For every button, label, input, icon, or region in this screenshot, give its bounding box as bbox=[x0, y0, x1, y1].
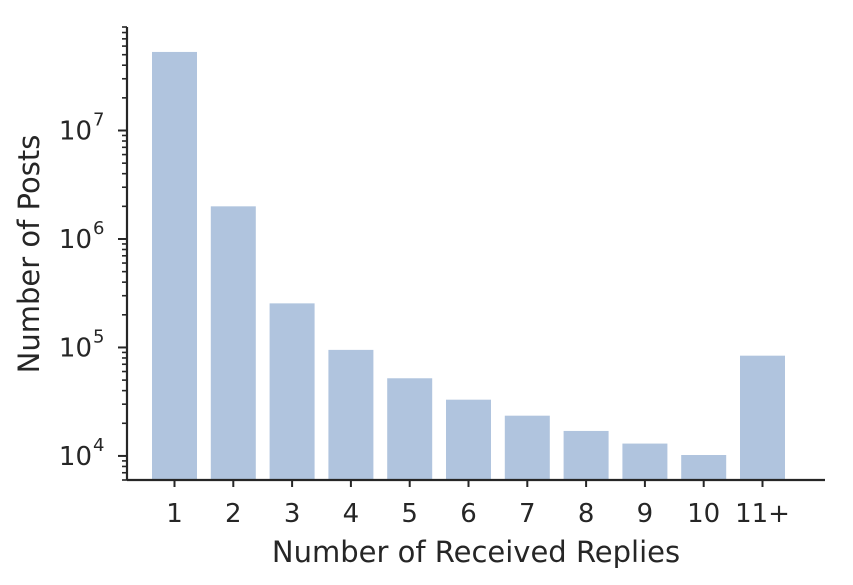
y-tick-label-base: 10 bbox=[59, 442, 92, 472]
y-tick-label-base: 10 bbox=[59, 225, 92, 255]
y-tick-label-exponent: 4 bbox=[93, 435, 104, 456]
x-tick-label-3: 3 bbox=[284, 499, 301, 529]
bars-group bbox=[152, 51, 785, 480]
bar-4 bbox=[328, 349, 374, 480]
bar-6 bbox=[446, 399, 491, 480]
bar-2 bbox=[210, 206, 256, 480]
bar-9 bbox=[622, 443, 668, 480]
bar-10 bbox=[681, 455, 727, 480]
y-tick-label-base: 10 bbox=[59, 333, 92, 363]
x-tick-label-10: 10 bbox=[687, 499, 720, 529]
x-axis-ticks: 1 2 3 4 5 6 7 8 9 10 11+ bbox=[166, 480, 790, 529]
x-tick-label-1: 1 bbox=[166, 499, 183, 529]
x-tick-label-8: 8 bbox=[578, 499, 595, 529]
bar-3 bbox=[269, 303, 315, 480]
x-tick-label-6: 6 bbox=[460, 499, 477, 529]
y-tick-label-exponent: 6 bbox=[93, 218, 104, 239]
x-tick-label-7: 7 bbox=[519, 499, 536, 529]
x-tick-label-5: 5 bbox=[401, 499, 418, 529]
bar-8 bbox=[563, 430, 609, 480]
y-tick-label-exponent: 5 bbox=[93, 326, 104, 347]
bar-7 bbox=[504, 415, 550, 480]
x-tick-label-9: 9 bbox=[637, 499, 654, 529]
x-axis-title: Number of Received Replies bbox=[272, 535, 680, 569]
bar-11+ bbox=[740, 355, 785, 480]
y-axis-title: Number of Posts bbox=[12, 135, 46, 374]
y-tick-label-base: 10 bbox=[59, 117, 92, 147]
x-tick-label-4: 4 bbox=[343, 499, 360, 529]
y-tick-label-exponent: 7 bbox=[93, 110, 104, 131]
bar-1 bbox=[152, 51, 197, 480]
x-tick-label-2: 2 bbox=[225, 499, 242, 529]
x-tick-label-11+: 11+ bbox=[735, 499, 790, 529]
bar-5 bbox=[387, 378, 433, 480]
